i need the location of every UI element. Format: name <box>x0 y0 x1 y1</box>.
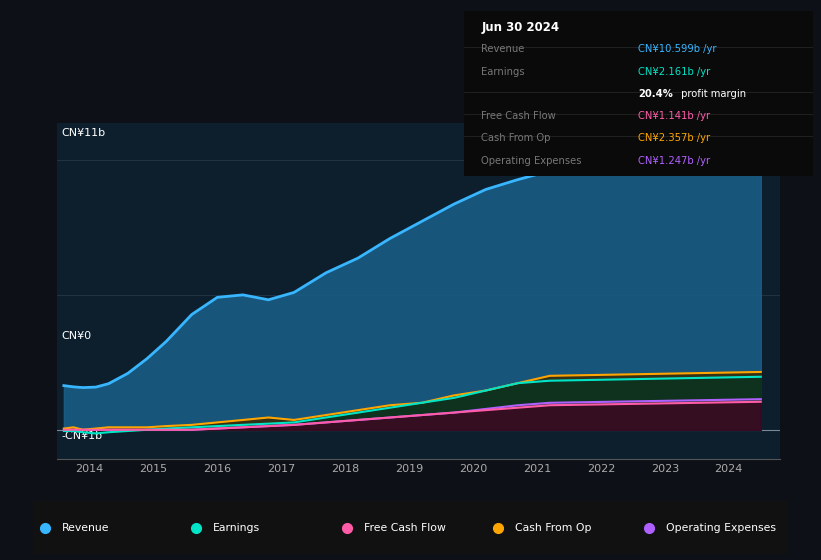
Text: Free Cash Flow: Free Cash Flow <box>364 523 446 533</box>
Text: Operating Expenses: Operating Expenses <box>666 523 776 533</box>
Text: Cash From Op: Cash From Op <box>481 133 551 143</box>
Text: CN¥10.599b /yr: CN¥10.599b /yr <box>639 44 717 54</box>
Text: CN¥11b: CN¥11b <box>61 128 105 138</box>
Text: Operating Expenses: Operating Expenses <box>481 156 582 166</box>
Text: CN¥1.141b /yr: CN¥1.141b /yr <box>639 111 710 121</box>
Text: Revenue: Revenue <box>62 523 109 533</box>
Text: CN¥2.161b /yr: CN¥2.161b /yr <box>639 67 711 77</box>
Text: Earnings: Earnings <box>481 67 525 77</box>
Text: 20.4%: 20.4% <box>639 89 673 99</box>
Text: Jun 30 2024: Jun 30 2024 <box>481 21 559 34</box>
Text: CN¥2.357b /yr: CN¥2.357b /yr <box>639 133 710 143</box>
Text: CN¥0: CN¥0 <box>61 330 91 340</box>
Text: Revenue: Revenue <box>481 44 525 54</box>
Text: Earnings: Earnings <box>213 523 259 533</box>
Text: Free Cash Flow: Free Cash Flow <box>481 111 556 121</box>
Text: -CN¥1b: -CN¥1b <box>61 431 102 441</box>
Text: profit margin: profit margin <box>678 89 746 99</box>
Text: Cash From Op: Cash From Op <box>515 523 591 533</box>
Text: CN¥1.247b /yr: CN¥1.247b /yr <box>639 156 710 166</box>
